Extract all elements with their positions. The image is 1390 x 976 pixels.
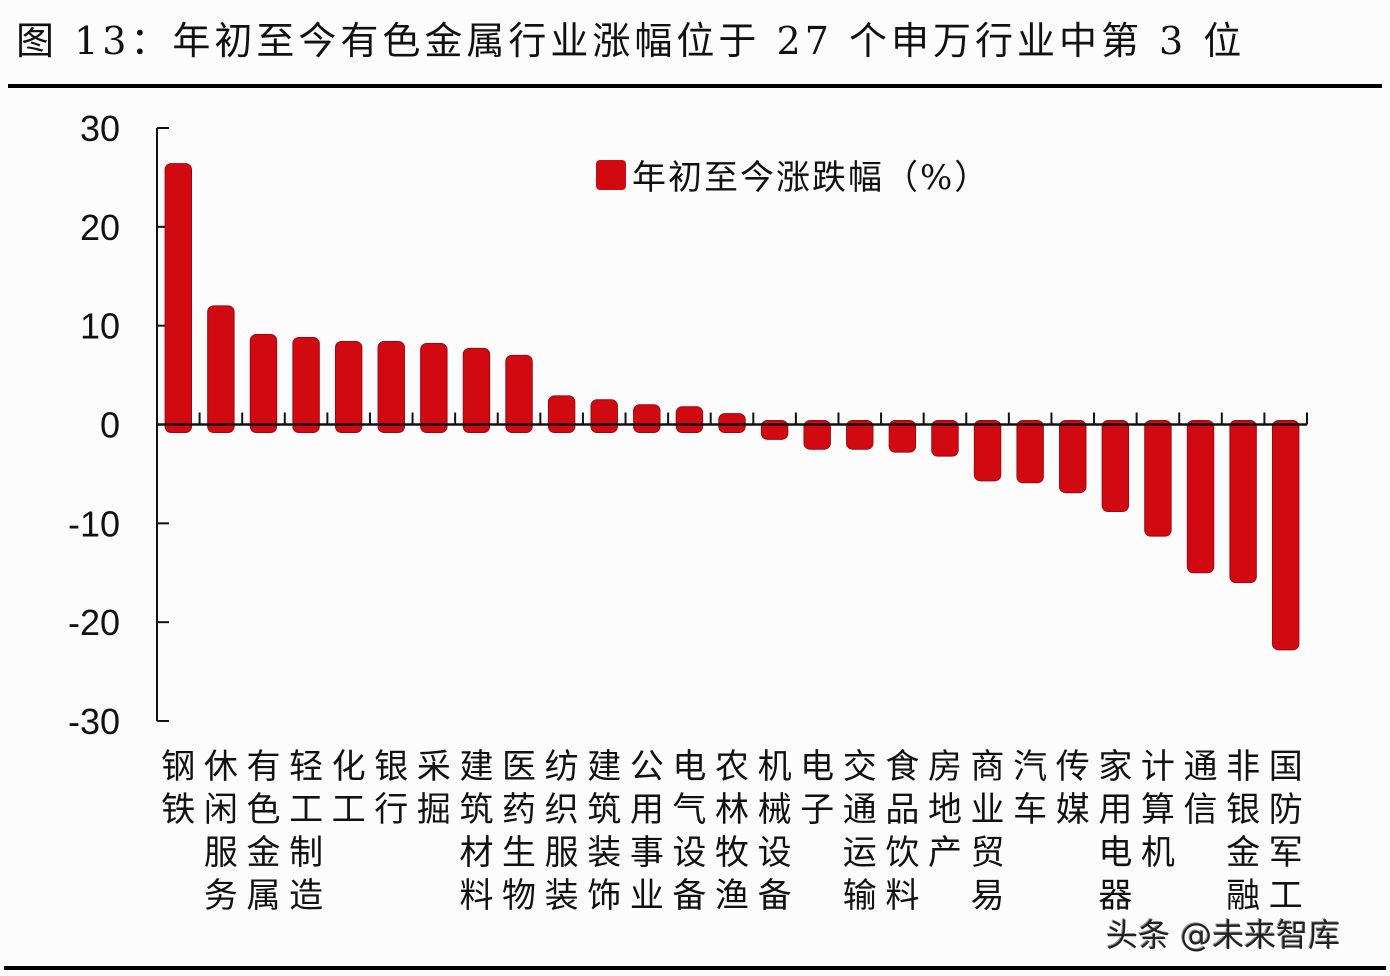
top-divider: [8, 84, 1382, 88]
x-category-label: 通 信: [1183, 747, 1218, 830]
bottom-divider: [4, 966, 1386, 970]
bar: [462, 347, 491, 434]
y-tick-label: 20: [80, 207, 120, 248]
x-category-label: 银 行: [374, 747, 409, 830]
bar: [1272, 420, 1300, 651]
x-category-label: 传 媒: [1055, 747, 1090, 830]
x-category-label: 农 林 牧 渔: [715, 747, 749, 916]
bar: [1059, 420, 1087, 494]
x-category-label: 公 用 事 业: [629, 747, 664, 916]
bar: [590, 399, 618, 433]
bar: [1229, 420, 1257, 584]
bar: [675, 406, 704, 433]
y-tick-label: 0: [100, 405, 120, 446]
x-category-label: 电 气 设 备: [672, 747, 707, 916]
bar: [1016, 420, 1044, 484]
x-category-label: 交 通 运 输: [842, 747, 877, 916]
y-tick-label: 30: [80, 108, 120, 149]
y-tick-label: -20: [68, 602, 120, 643]
legend-label: 年初至今涨跌幅（%）: [632, 158, 991, 198]
bar: [547, 395, 576, 434]
y-tick-label: -10: [68, 503, 120, 544]
x-category-label: 商 业 贸 易: [970, 747, 1005, 916]
x-category-label: 机 械 设 备: [757, 747, 792, 916]
y-tick-label: -30: [68, 701, 120, 742]
bar: [888, 420, 917, 453]
bar: [292, 337, 320, 434]
legend-swatch: [596, 159, 626, 190]
legend: 年初至今涨跌幅（%）: [596, 150, 990, 199]
x-category-label: 轻 工 制 造: [289, 747, 324, 916]
x-category-label: 国 防 军 工: [1268, 747, 1303, 916]
x-category-label: 汽 车: [1013, 747, 1048, 830]
bar: [718, 413, 746, 433]
x-category-label: 钢 铁: [161, 747, 196, 830]
bar: [1101, 420, 1130, 512]
bar: [334, 340, 363, 434]
bar: [420, 342, 448, 433]
bar: [803, 420, 831, 450]
bar: [973, 420, 1002, 482]
x-category-label: 家 用 电 器: [1098, 747, 1133, 916]
bar: [249, 334, 278, 434]
x-category-label: 纺 织 服 装: [544, 747, 579, 916]
bar: [1186, 420, 1215, 574]
x-category-label: 电 子: [800, 747, 835, 830]
bar: [164, 163, 192, 434]
chart-title: 图 13：年初至今有色金属行业涨幅位于 27 个申万行业中第 3 位: [16, 19, 1246, 63]
y-tick-label: 10: [80, 306, 120, 347]
x-category-label: 化 工: [331, 747, 366, 830]
x-category-label: 休 闲 服 务: [203, 747, 238, 916]
x-category-label: 医 药 生 物: [502, 747, 537, 916]
bar: [1144, 420, 1172, 537]
bar: [846, 420, 874, 450]
bar: [505, 354, 533, 434]
watermark: 头条 @未来智库: [1106, 916, 1341, 954]
x-category-label: 食 品 饮 料: [885, 747, 920, 916]
bar: [633, 404, 661, 434]
x-category-label: 房 地 产: [927, 747, 962, 873]
x-category-label: 建 筑 装 饰: [587, 747, 622, 916]
x-category-label: 有 色 金 属: [246, 747, 281, 916]
bar: [207, 305, 235, 433]
bar: [377, 340, 405, 434]
x-category-label: 采 掘: [416, 747, 451, 830]
x-category-label: 计 算 机: [1140, 747, 1175, 873]
x-category-label: 建 筑 材 料: [459, 747, 494, 916]
x-category-label: 非 银 金 融: [1226, 747, 1261, 916]
bar: [931, 420, 959, 457]
